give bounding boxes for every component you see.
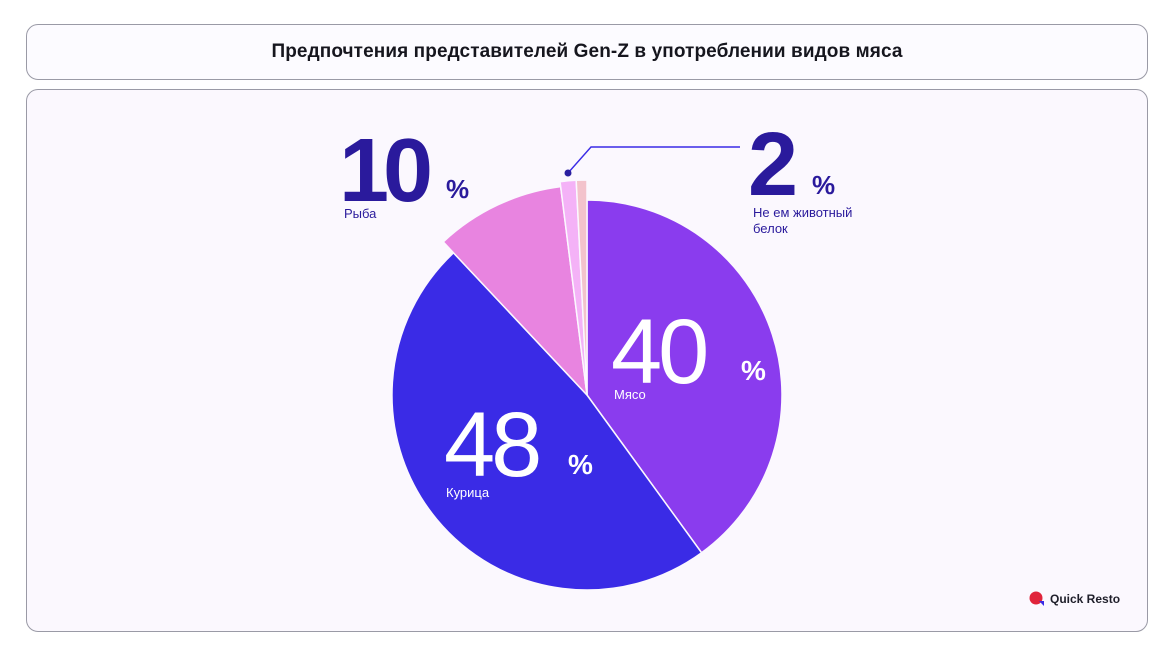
data-label-unit-meat: % bbox=[741, 355, 766, 386]
pie-slice-2 bbox=[442, 185, 589, 398]
data-label-category-no-meat-line1: Не ем животный bbox=[753, 205, 852, 220]
data-label-value-no-meat: 2 bbox=[748, 115, 798, 215]
pie-slices bbox=[391, 179, 783, 591]
data-label-category-meat: Мясо bbox=[614, 387, 646, 402]
data-label-category-no-meat-line2: белок bbox=[753, 221, 788, 236]
data-label-value-chicken: 48 bbox=[444, 394, 539, 496]
brand-logo: Quick Resto bbox=[1029, 591, 1120, 607]
data-label-unit-chicken: % bbox=[568, 449, 593, 480]
data-label-unit-fish: % bbox=[446, 174, 469, 204]
title-bar: Предпочтения представителей Gen-Z в упот… bbox=[26, 24, 1148, 80]
pie-slice-0 bbox=[586, 199, 783, 554]
pie-slice-4 bbox=[575, 179, 588, 396]
data-label-category-fish: Рыба bbox=[344, 206, 377, 221]
data-label-unit-no-meat: % bbox=[812, 170, 835, 200]
logo-text: Quick Resto bbox=[1050, 592, 1121, 606]
page-title: Предпочтения представителей Gen-Z в упот… bbox=[271, 41, 903, 62]
data-label-value-meat: 40 bbox=[611, 301, 706, 403]
leader-line bbox=[564, 146, 740, 177]
quick-resto-logo-icon bbox=[1029, 591, 1044, 606]
data-label-category-chicken: Курица bbox=[446, 485, 490, 500]
data-label-value-fish: 10 bbox=[339, 121, 430, 221]
pie-slice-1 bbox=[391, 251, 703, 591]
